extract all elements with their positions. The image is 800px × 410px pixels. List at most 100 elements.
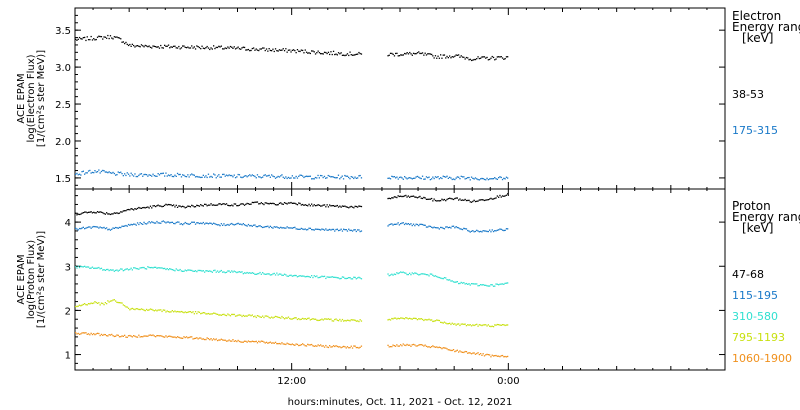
data-point [201, 45, 203, 47]
data-point [130, 308, 132, 310]
data-point [242, 273, 244, 275]
data-point [87, 333, 90, 335]
data-point [432, 320, 434, 323]
data-point [254, 224, 256, 226]
data-point [452, 281, 455, 283]
data-point [433, 320, 435, 322]
data-point [307, 317, 309, 320]
data-point [133, 267, 135, 269]
data-point [246, 341, 248, 343]
data-point [225, 174, 228, 176]
data-point [120, 268, 122, 270]
data-point [436, 200, 438, 202]
data-point [147, 222, 149, 224]
data-point [283, 343, 286, 345]
data-point [76, 333, 78, 335]
data-point [80, 333, 82, 335]
data-point [290, 201, 292, 204]
data-point [274, 341, 277, 343]
data-point [147, 266, 149, 268]
data-point [75, 266, 77, 268]
data-point [253, 316, 255, 318]
data-point [84, 36, 86, 39]
data-point [189, 47, 192, 49]
data-point [192, 205, 194, 207]
data-point [134, 335, 136, 337]
data-point [308, 52, 310, 54]
data-point [491, 325, 493, 327]
data-point [216, 204, 219, 206]
y-tick-label: 2 [65, 306, 71, 317]
data-point [499, 194, 501, 197]
data-point [449, 279, 451, 281]
data-point [95, 226, 97, 228]
data-point [414, 317, 416, 319]
data-point [312, 178, 314, 180]
data-point [397, 195, 399, 197]
data-point [397, 178, 399, 180]
data-point [318, 228, 321, 231]
data-point [359, 52, 361, 55]
data-point [96, 332, 99, 334]
data-point [86, 212, 88, 214]
data-point [263, 316, 265, 319]
data-point [196, 312, 198, 315]
data-point [99, 268, 101, 270]
data-point [202, 312, 204, 314]
data-point [162, 336, 164, 338]
data-point [262, 226, 264, 229]
data-point [418, 224, 420, 227]
data-point [160, 222, 162, 224]
data-point [103, 304, 105, 306]
data-point [269, 202, 271, 204]
data-point [337, 346, 340, 348]
data-point [145, 268, 148, 270]
data-point [314, 53, 317, 55]
data-point [424, 224, 426, 226]
data-point [455, 54, 457, 56]
data-point [262, 176, 264, 178]
data-point [247, 48, 250, 51]
data-point [280, 343, 282, 345]
data-point [307, 175, 309, 178]
data-point [335, 318, 337, 320]
data-point [120, 211, 122, 213]
data-point [467, 199, 469, 202]
data-point [335, 276, 337, 279]
data-point [125, 268, 127, 270]
data-point [258, 340, 260, 342]
data-point [463, 56, 465, 58]
data-point [194, 48, 197, 50]
data-point [246, 176, 248, 178]
data-point [325, 344, 327, 347]
data-point [343, 54, 345, 56]
data-point [340, 277, 342, 280]
data-point [242, 314, 244, 317]
data-point [253, 340, 255, 343]
data-point [455, 324, 457, 326]
data-point [298, 228, 300, 230]
data-point [100, 227, 103, 229]
data-point [311, 50, 313, 52]
data-point [320, 319, 322, 321]
data-point [348, 277, 350, 279]
data-point [236, 223, 238, 225]
data-point [178, 336, 180, 338]
data-point [503, 58, 505, 60]
data-point [446, 323, 448, 325]
data-point [358, 320, 360, 323]
data-point [255, 225, 257, 228]
data-point [452, 56, 455, 58]
data-point [445, 57, 447, 59]
data-point [414, 225, 416, 227]
data-point [204, 338, 206, 341]
data-point [354, 276, 356, 279]
data-point [396, 196, 398, 199]
data-point [218, 339, 220, 341]
data-point [153, 310, 155, 312]
data-point [96, 267, 99, 269]
data-point [406, 196, 408, 198]
data-point [158, 309, 161, 311]
data-point [320, 276, 322, 278]
data-point [409, 51, 411, 54]
